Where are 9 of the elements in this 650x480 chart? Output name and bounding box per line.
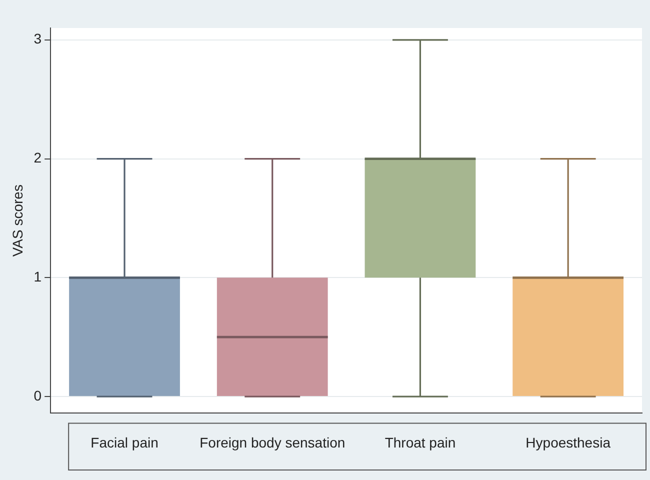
y-tick-label: 3: [34, 30, 42, 47]
x-tick-label: Facial pain: [90, 434, 158, 450]
y-tick-label: 2: [34, 150, 42, 166]
y-tick-label: 1: [34, 268, 42, 285]
x-tick-label: Throat pain: [384, 434, 456, 450]
y-axis-title: VAS scores: [9, 184, 26, 257]
x-tick-label: Foreign body sensation: [200, 434, 346, 450]
y-tick-label: 0: [34, 387, 42, 404]
x-tick-label: Hypoesthesia: [526, 434, 611, 450]
